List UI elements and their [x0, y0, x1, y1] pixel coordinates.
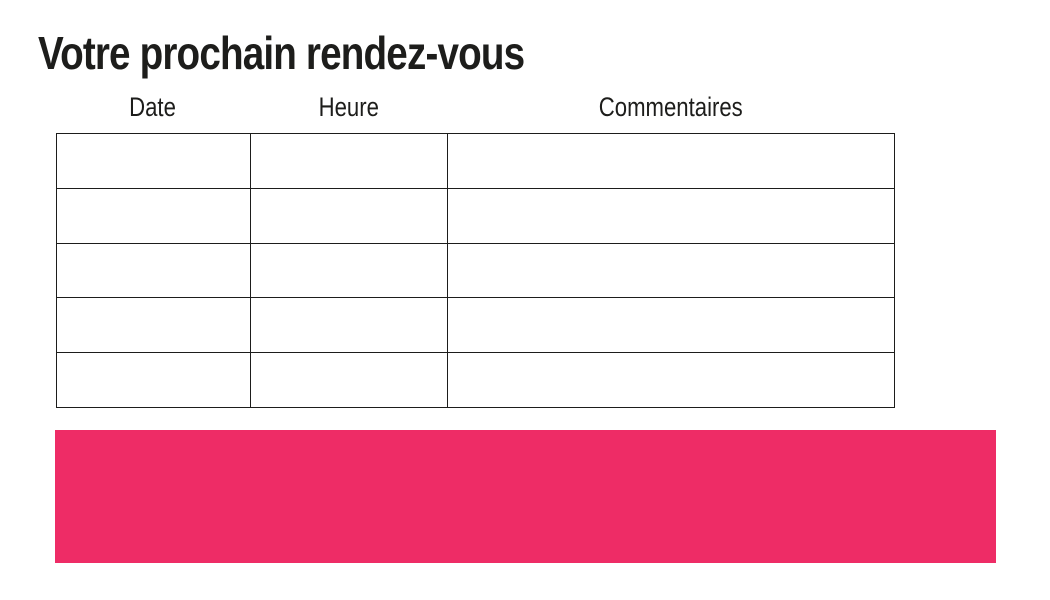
pink-banner: [55, 430, 996, 563]
table-row: [56, 133, 895, 189]
table-cell: [250, 133, 448, 189]
table-cell: [250, 297, 448, 354]
table-row: [56, 352, 895, 408]
table-cell: [56, 297, 251, 354]
table-cell: [250, 187, 448, 244]
table-cell: [447, 242, 895, 299]
table-cell: [447, 133, 895, 189]
table-row: [56, 242, 895, 299]
table-cell: [56, 133, 251, 189]
page-title: Votre prochain rendez-vous: [38, 26, 617, 80]
table-cell: [447, 352, 895, 408]
column-header-date: Date: [129, 92, 177, 122]
table-row: [56, 187, 895, 244]
table-cell: [56, 187, 251, 244]
column-header-commentaires: Commentaires: [598, 92, 743, 122]
appointments-table: [56, 133, 895, 408]
column-header-heure: Heure: [318, 92, 379, 122]
table-cell: [447, 187, 895, 244]
table-cell: [447, 297, 895, 354]
table-cell: [56, 352, 251, 408]
table-cell: [250, 352, 448, 408]
page-title-text: Votre prochain rendez-vous: [38, 27, 525, 79]
table-cell: [250, 242, 448, 299]
table-header-row: Date Heure Commentaires: [56, 92, 894, 123]
table-row: [56, 297, 895, 354]
table-cell: [56, 242, 251, 299]
